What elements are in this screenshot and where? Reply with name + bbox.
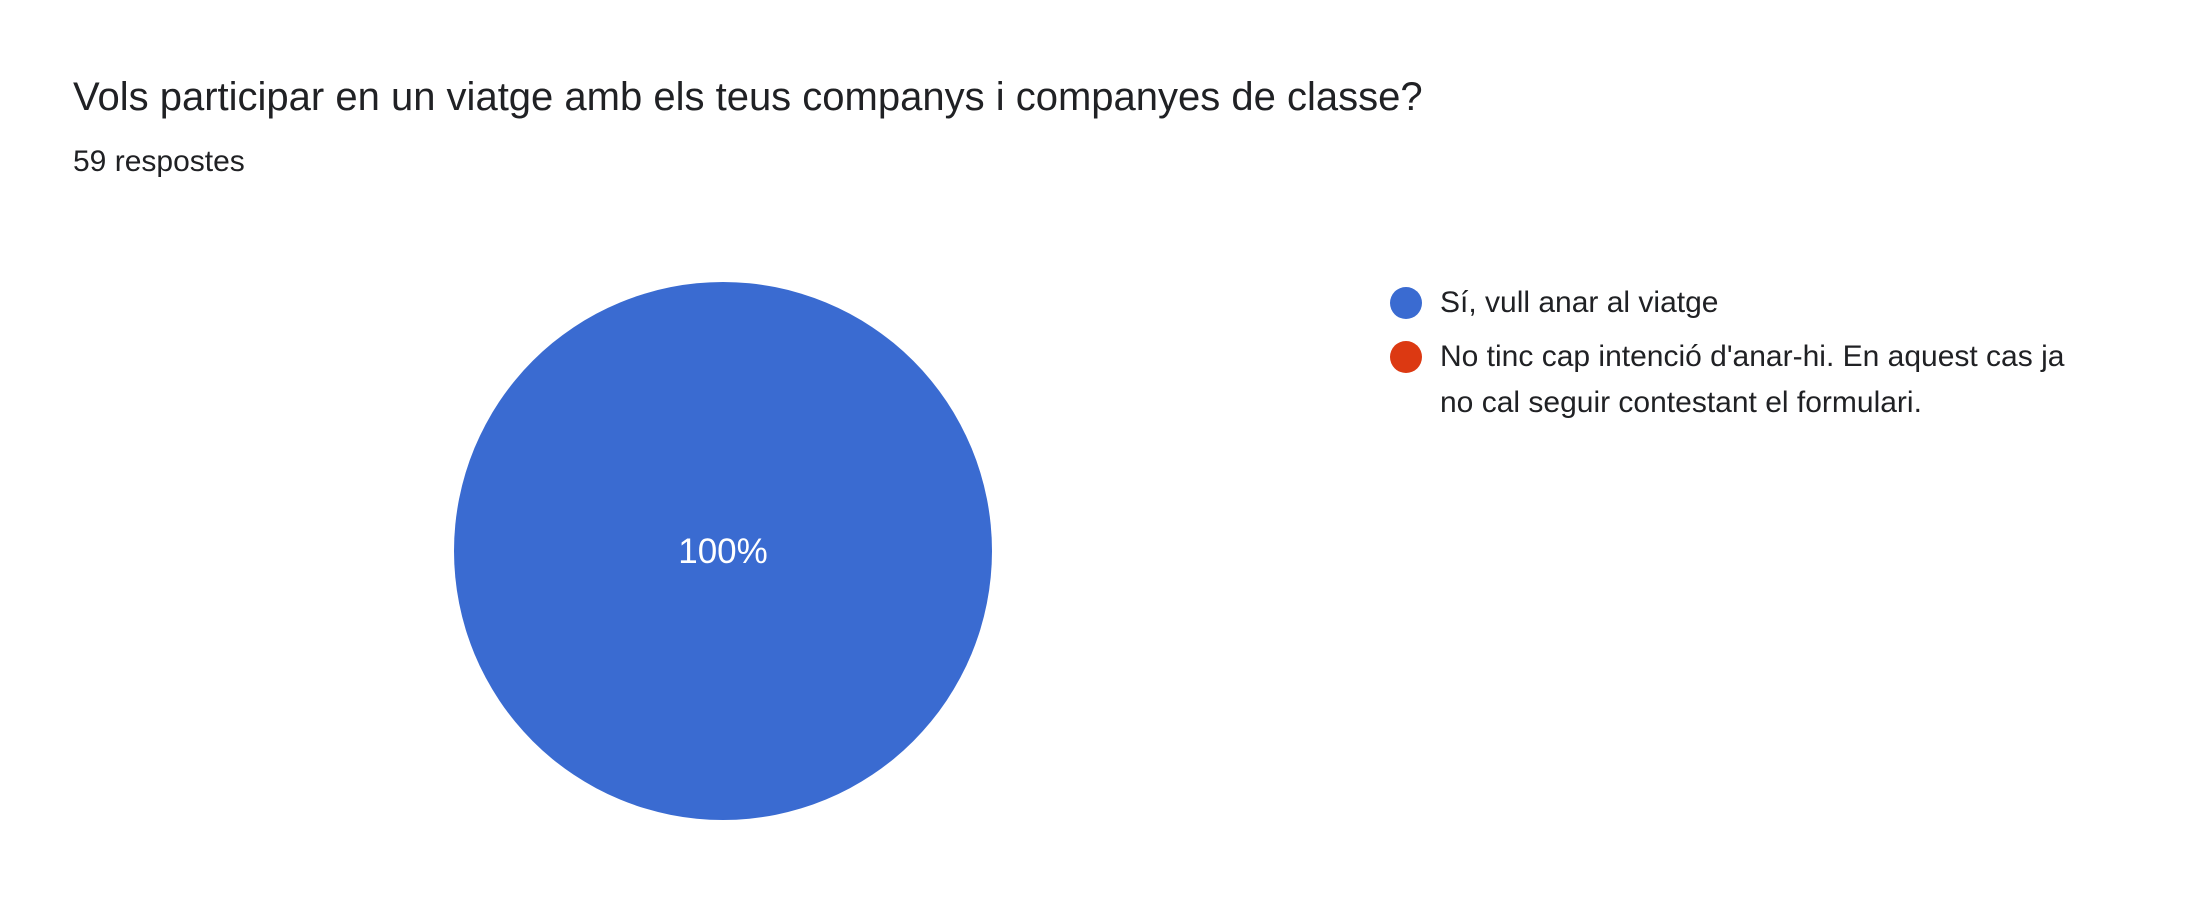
legend-label-no: No tinc cap intenció d'anar-hi. En aques… — [1440, 340, 2065, 419]
legend-dot-red-icon — [1390, 341, 1422, 373]
responses-count: 59 respostes — [73, 145, 245, 178]
question-title: Vols participar en un viatge amb els teu… — [73, 75, 1423, 119]
chart-legend: Sí, vull anar al viatge No tinc cap inte… — [1390, 280, 2100, 434]
pie-chart-slice-si[interactable]: 100% — [454, 282, 992, 820]
legend-label-si: Sí, vull anar al viatge — [1440, 286, 1719, 319]
pie-percent-label: 100% — [678, 531, 768, 571]
legend-item-si[interactable]: Sí, vull anar al viatge — [1390, 280, 2100, 326]
legend-dot-blue-icon — [1390, 287, 1422, 319]
legend-item-no[interactable]: No tinc cap intenció d'anar-hi. En aques… — [1390, 334, 2100, 426]
